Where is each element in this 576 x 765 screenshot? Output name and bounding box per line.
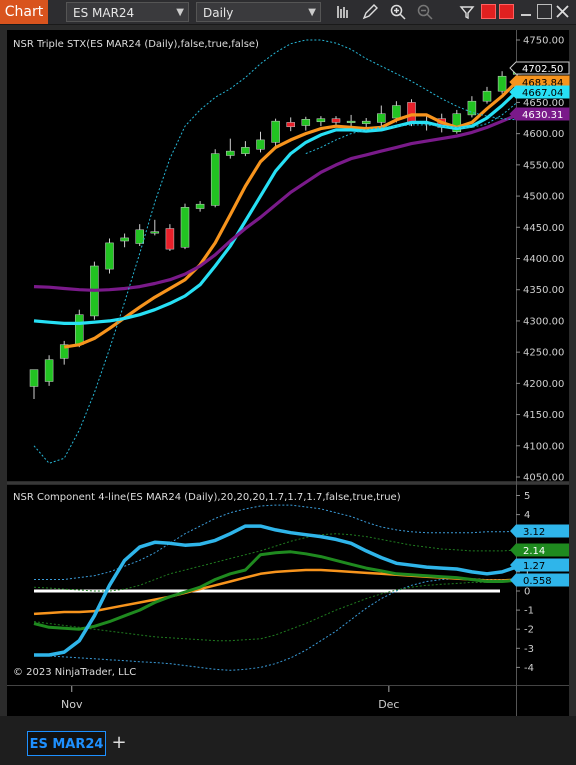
tab-es-mar24[interactable]: ES MAR24	[27, 731, 106, 756]
indicator-axis[interactable]	[516, 485, 569, 685]
window-color-icon[interactable]	[499, 4, 514, 19]
add-tab-button[interactable]: +	[111, 732, 127, 753]
chart-tab[interactable]: Chart	[0, 0, 48, 24]
window-color-icon[interactable]	[481, 4, 496, 19]
chevron-down-icon: ▼	[176, 7, 184, 18]
bar-type-icon[interactable]	[334, 3, 352, 21]
maximize-icon[interactable]	[537, 4, 552, 19]
price-panel[interactable]	[7, 30, 516, 481]
instrument-label: ES MAR24	[73, 6, 135, 20]
indicator-panel[interactable]	[7, 485, 516, 685]
zoom-in-icon[interactable]	[389, 3, 407, 21]
minimize-icon[interactable]	[519, 4, 534, 19]
properties-icon[interactable]	[458, 3, 476, 21]
close-icon[interactable]	[555, 4, 570, 19]
toolbar: Chart ES MAR24 ▼ Daily ▼	[0, 0, 576, 25]
price-axis[interactable]	[516, 30, 569, 481]
interval-label: Daily	[203, 6, 234, 20]
axis-corner	[516, 686, 569, 716]
time-axis[interactable]	[7, 686, 516, 716]
interval-selector[interactable]: Daily ▼	[196, 2, 321, 22]
pencil-icon[interactable]	[361, 3, 379, 21]
zoom-out-icon[interactable]	[416, 3, 434, 21]
chevron-down-icon: ▼	[308, 7, 316, 18]
instrument-selector[interactable]: ES MAR24 ▼	[66, 2, 189, 22]
